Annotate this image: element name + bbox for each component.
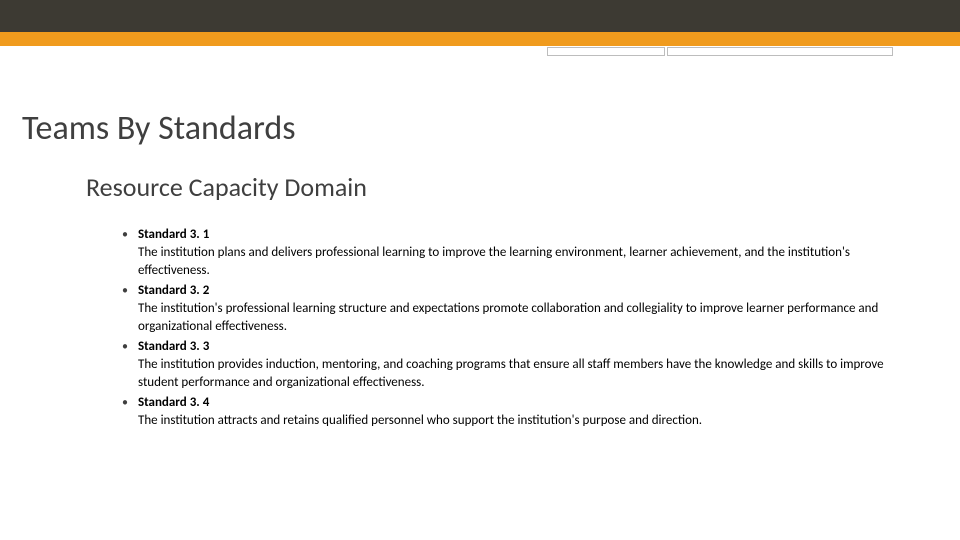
bullet-body: Standard 3. 1The institution plans and d…: [138, 226, 912, 280]
bullet-list: •Standard 3. 1The institution plans and …: [112, 226, 912, 432]
slide-title: Teams By Standards: [22, 108, 296, 149]
header-dark-bar: [0, 0, 960, 32]
list-item: •Standard 3. 4The institution attracts a…: [112, 394, 912, 430]
slide-subtitle: Resource Capacity Domain: [86, 171, 367, 203]
list-item: •Standard 3. 2The institution's professi…: [112, 282, 912, 336]
bullet-body: Standard 3. 4The institution attracts an…: [138, 394, 912, 430]
list-item: •Standard 3. 3The institution provides i…: [112, 338, 912, 392]
standard-label: Standard 3. 4: [138, 394, 912, 412]
bullet-icon: •: [112, 226, 138, 244]
list-item: •Standard 3. 1The institution plans and …: [112, 226, 912, 280]
bullet-icon: •: [112, 282, 138, 300]
standard-label: Standard 3. 1: [138, 226, 912, 244]
standard-description: The institution's professional learning …: [138, 300, 912, 336]
standard-description: The institution plans and delivers profe…: [138, 244, 912, 280]
standard-label: Standard 3. 3: [138, 338, 912, 356]
bullet-body: Standard 3. 3The institution provides in…: [138, 338, 912, 392]
header-accent-rect: [547, 47, 665, 56]
header-accent-rect: [667, 47, 893, 56]
standard-label: Standard 3. 2: [138, 282, 912, 300]
header-orange-bar: [0, 32, 960, 46]
bullet-body: Standard 3. 2The institution's professio…: [138, 282, 912, 336]
slide: Teams By Standards Resource Capacity Dom…: [0, 0, 960, 540]
standard-description: The institution provides induction, ment…: [138, 356, 912, 392]
bullet-icon: •: [112, 394, 138, 412]
bullet-icon: •: [112, 338, 138, 356]
standard-description: The institution attracts and retains qua…: [138, 412, 912, 430]
